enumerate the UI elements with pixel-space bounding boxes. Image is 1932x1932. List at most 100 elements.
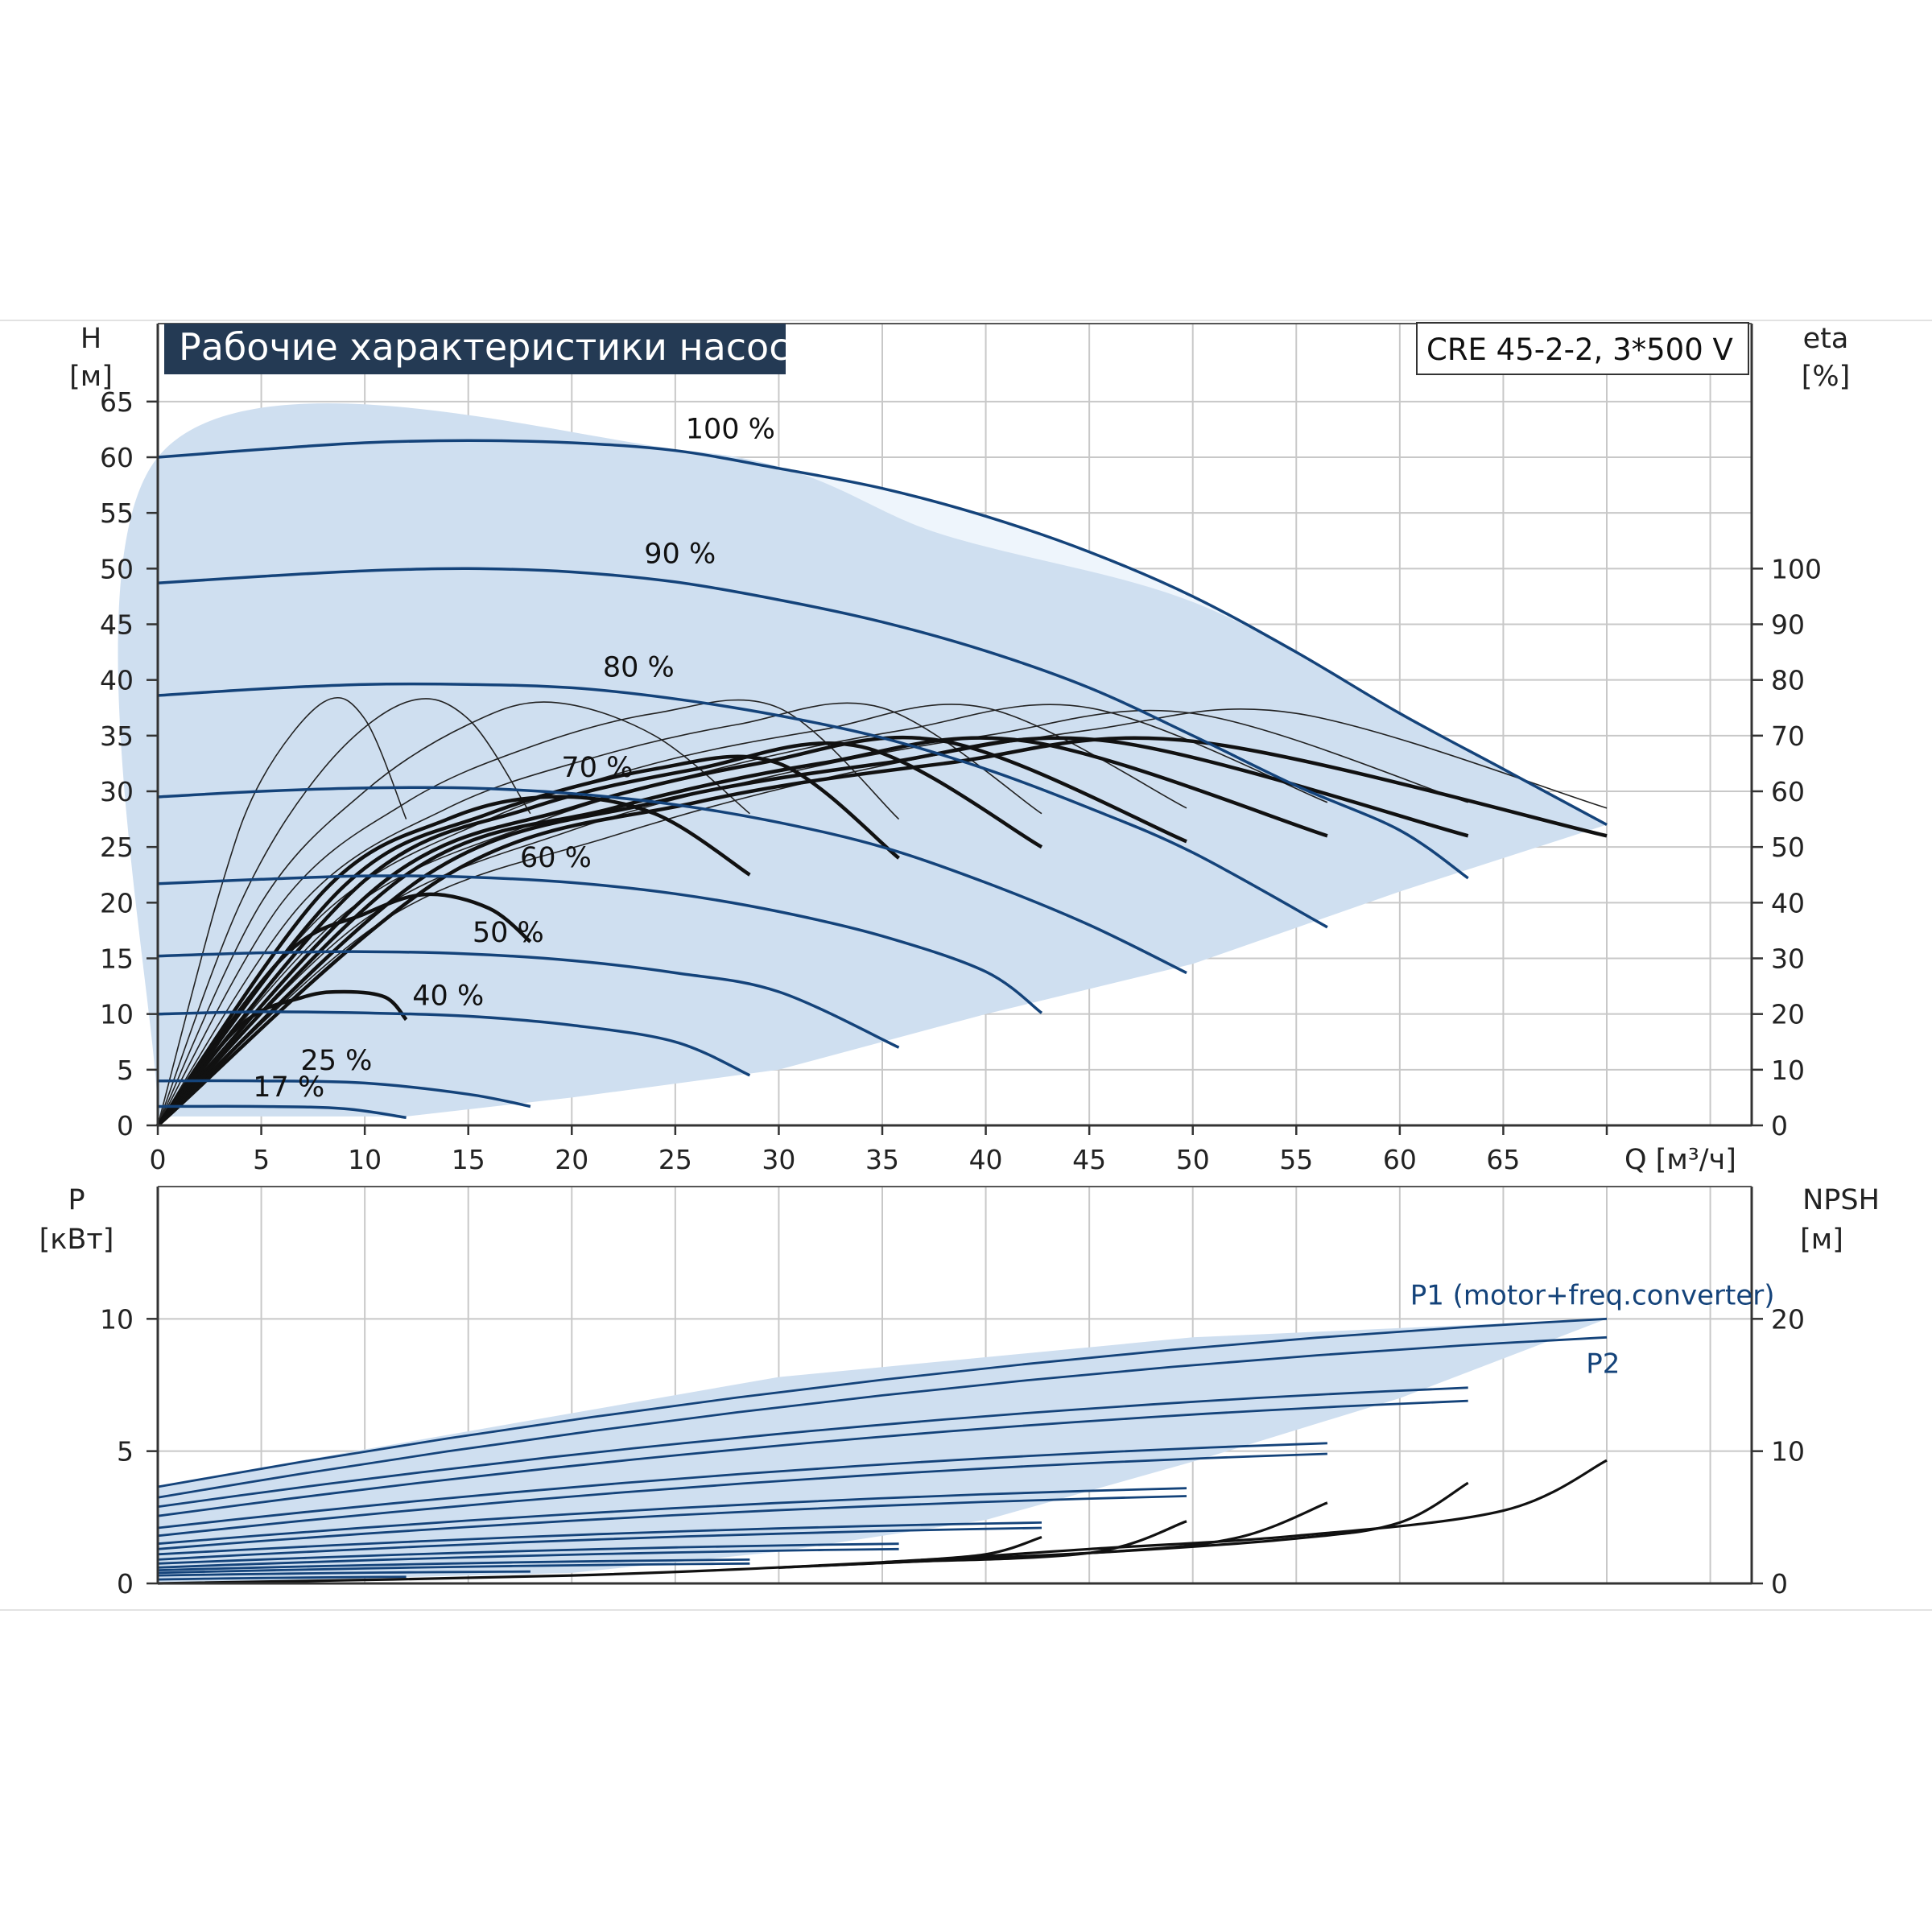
p2-annotation: P2 xyxy=(1586,1348,1620,1381)
head-y-tick-label: 10 xyxy=(100,999,134,1030)
efficiency-curve xyxy=(156,795,751,1127)
head-axis-unit: [м] xyxy=(69,361,113,393)
power-y-tick-label: 10 xyxy=(100,1303,134,1335)
power-axis-unit: [кВт] xyxy=(39,1224,114,1256)
flow-x-tick-label: 10 xyxy=(348,1144,382,1175)
head-y-tick-label: 20 xyxy=(100,887,134,919)
power-curve xyxy=(157,1495,1187,1550)
power-curve xyxy=(157,1570,530,1577)
speed-curve xyxy=(157,950,900,1049)
head-y-tick-label: 5 xyxy=(117,1055,134,1086)
power-curve xyxy=(157,1487,1187,1546)
speed-curve-label: 40 % xyxy=(412,980,484,1013)
speed-curve xyxy=(157,1079,531,1108)
eta-y-tick-label: 80 xyxy=(1771,665,1805,696)
flow-x-tick-label: 65 xyxy=(1486,1144,1520,1175)
head-y-tick-label: 45 xyxy=(100,609,134,641)
head-y-tick-label: 0 xyxy=(117,1110,134,1141)
efficiency-curve xyxy=(157,704,1187,1126)
head-axes: 0510152025303540455055606501020304050607… xyxy=(100,323,1822,1175)
flow-x-tick-label: 25 xyxy=(658,1144,692,1175)
efficiency-curve xyxy=(156,741,1043,1127)
speed-curves: 100 % 90 % 80 % 70 % 60 % 50 % 40 % 25 %17 % xyxy=(157,413,1608,1120)
eta-y-tick-label: 90 xyxy=(1771,609,1805,641)
flow-x-tick-label: 60 xyxy=(1383,1144,1417,1175)
efficiency-curve xyxy=(157,709,1468,1126)
title-banner: Рабочие характеристики насоса xyxy=(164,324,812,374)
speed-curve-label: 100 % xyxy=(686,413,775,445)
speed-curve xyxy=(157,439,1608,827)
npsh-curve xyxy=(881,1535,1042,1564)
npsh-curve xyxy=(881,1520,1187,1564)
flow-axis-label: Q [м³/ч] xyxy=(1624,1144,1736,1176)
power-curve xyxy=(157,1317,1608,1488)
flow-x-tick-label: 5 xyxy=(253,1144,270,1175)
title-banner-box xyxy=(164,324,786,374)
speed-curve-label: 90 % xyxy=(644,538,716,570)
head-y-tick-label: 35 xyxy=(100,720,134,752)
power-curve xyxy=(157,1562,750,1575)
flow-x-tick-label: 20 xyxy=(555,1144,588,1175)
head-y-tick-label: 15 xyxy=(100,943,134,975)
speed-curve-label: 50 % xyxy=(473,917,544,949)
head-shaded-region xyxy=(118,403,1607,1117)
power-axis-label: P xyxy=(68,1184,85,1216)
efficiency-curve xyxy=(156,736,1469,1127)
flow-x-tick-label: 35 xyxy=(865,1144,899,1175)
chart-title: Рабочие характеристики насоса xyxy=(179,325,812,369)
speed-curve xyxy=(157,874,1043,1014)
power-curve xyxy=(157,1335,1608,1499)
efficiency-curve xyxy=(157,698,531,1126)
eta-y-tick-label: 20 xyxy=(1771,999,1805,1030)
npsh-axis-unit: [м] xyxy=(1800,1224,1843,1256)
head-operating-region xyxy=(118,403,1607,1117)
speed-curve xyxy=(157,567,1469,880)
power-curve xyxy=(157,1547,899,1569)
power-curve xyxy=(157,1526,1042,1561)
flow-x-tick-label: 30 xyxy=(762,1144,795,1175)
eta-y-tick-label: 30 xyxy=(1771,943,1805,975)
speed-curve-label: 17 % xyxy=(253,1071,324,1104)
efficiency-curves xyxy=(156,696,1608,1127)
model-box: CRE 45-2-2, 3*500 V xyxy=(1416,322,1749,375)
power-curve xyxy=(157,1386,1468,1509)
flow-x-tick-label: 0 xyxy=(150,1144,167,1175)
eta-y-tick-label: 40 xyxy=(1771,887,1805,919)
power-y-tick-label: 0 xyxy=(117,1568,134,1600)
model-box-frame xyxy=(1416,322,1749,375)
efficiency-curve xyxy=(157,704,1328,1126)
eta-y-tick-label: 50 xyxy=(1771,832,1805,863)
speed-curve xyxy=(157,1010,751,1077)
flow-x-tick-label: 15 xyxy=(452,1144,485,1175)
npsh-curve xyxy=(157,1459,1608,1585)
flow-x-tick-label: 55 xyxy=(1279,1144,1313,1175)
power-curve xyxy=(157,1442,1327,1530)
speed-curve-label: 60 % xyxy=(520,842,592,874)
eta-y-tick-label: 10 xyxy=(1771,1055,1805,1086)
efficiency-curve xyxy=(156,736,1328,1127)
head-y-tick-label: 55 xyxy=(100,497,134,529)
power-curve xyxy=(157,1452,1327,1538)
flow-x-tick-label: 45 xyxy=(1072,1144,1106,1175)
speed-curve-label: 80 % xyxy=(603,652,675,684)
eta-y-tick-label: 60 xyxy=(1771,776,1805,807)
efficiency-curve xyxy=(157,696,407,1126)
speed-curve-label: 70 % xyxy=(561,752,633,784)
speed-curve xyxy=(157,1104,407,1120)
power-curve xyxy=(157,1575,407,1581)
eta-y-tick-label: 70 xyxy=(1771,720,1805,752)
speed-curve xyxy=(157,682,1328,929)
power-y-tick-label: 5 xyxy=(117,1436,134,1468)
flow-x-tick-label: 40 xyxy=(969,1144,1003,1175)
power-curve xyxy=(157,1521,1042,1556)
eta-y-tick-label: 100 xyxy=(1771,553,1822,584)
efficiency-curve xyxy=(156,754,900,1127)
npsh-y-tick-label: 0 xyxy=(1771,1568,1788,1600)
npsh-y-tick-label: 20 xyxy=(1771,1303,1805,1335)
head-y-tick-label: 25 xyxy=(100,832,134,863)
p1-annotation: P1 (motor+freq.converter) xyxy=(1410,1279,1775,1311)
head-y-tick-label: 40 xyxy=(100,665,134,696)
speed-curve-label: 25 % xyxy=(300,1045,372,1077)
eta-y-tick-label: 0 xyxy=(1771,1110,1788,1141)
